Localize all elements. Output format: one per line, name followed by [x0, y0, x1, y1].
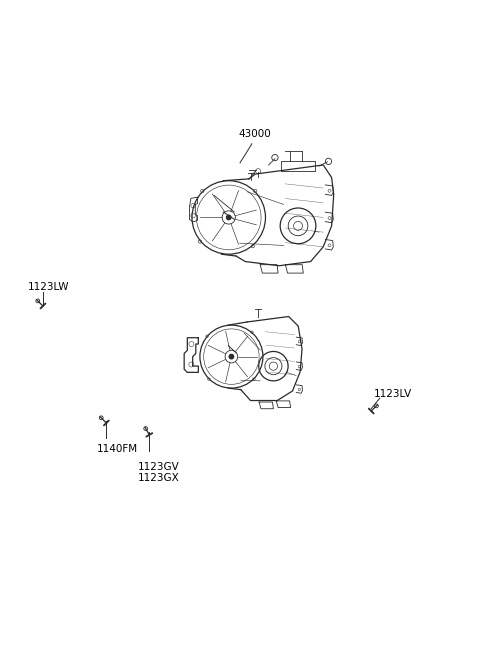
Text: 1123LV: 1123LV: [373, 389, 412, 400]
Text: 1140FM: 1140FM: [97, 445, 138, 455]
Text: 1123GV: 1123GV: [137, 462, 179, 472]
Circle shape: [227, 215, 231, 219]
Text: 1123GX: 1123GX: [137, 473, 179, 483]
Text: 1123LW: 1123LW: [28, 282, 69, 292]
Text: 43000: 43000: [238, 129, 271, 139]
Circle shape: [229, 354, 234, 359]
